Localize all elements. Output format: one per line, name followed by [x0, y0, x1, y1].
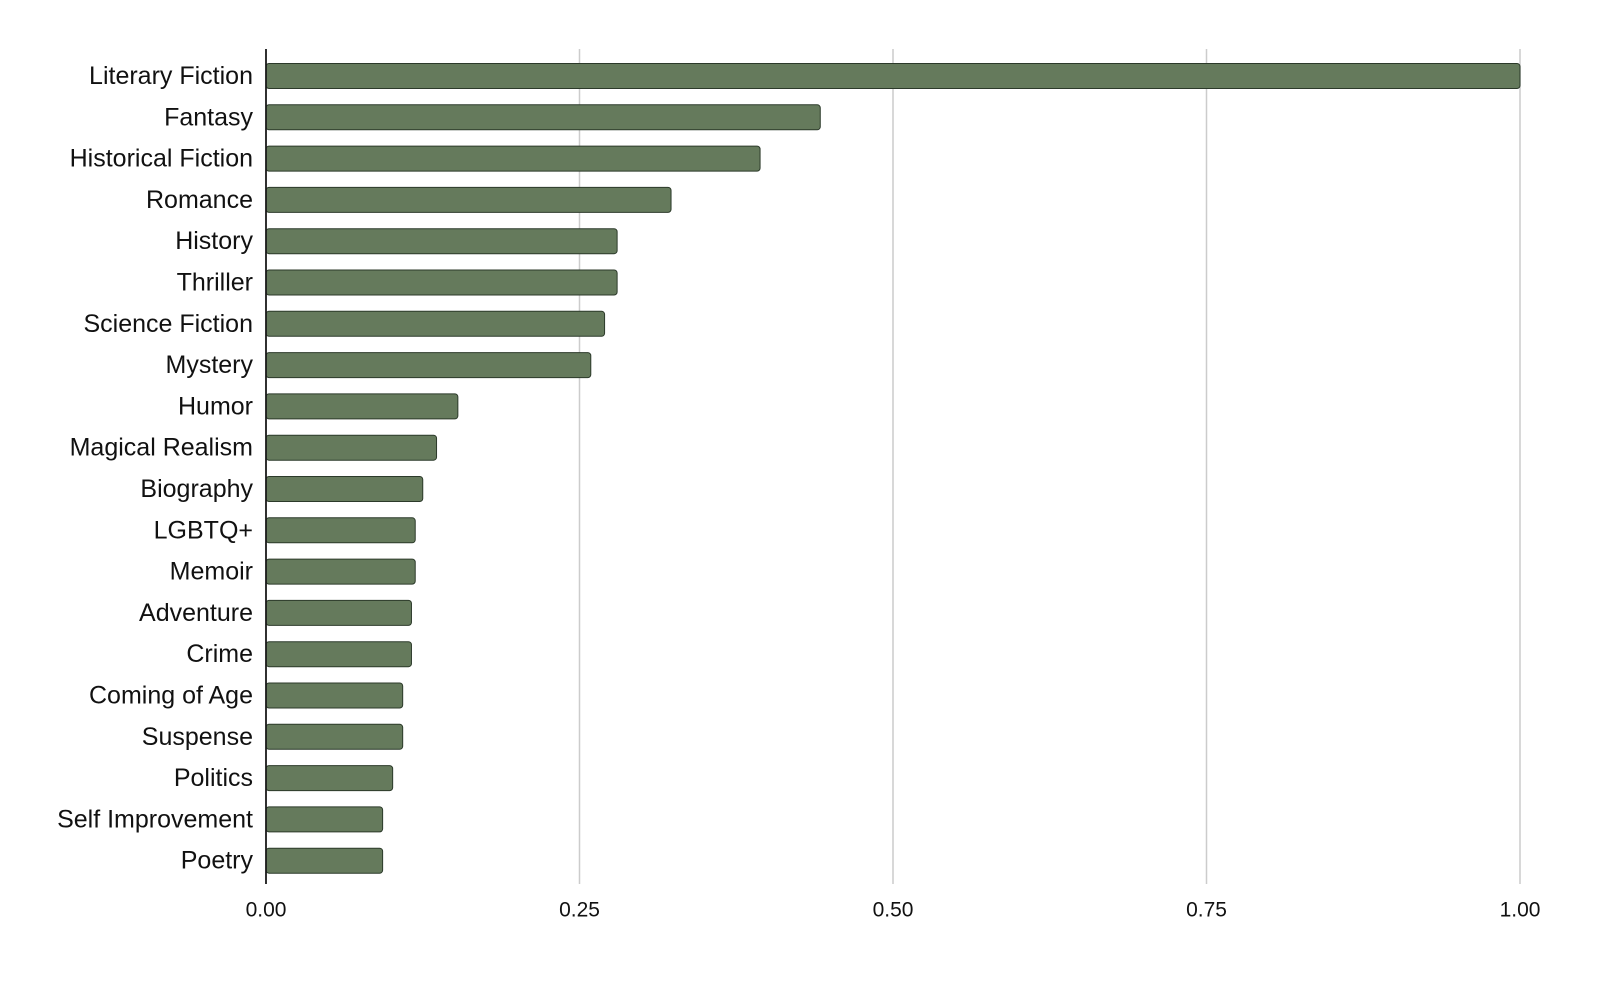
bar-science-fiction [265, 310, 606, 337]
bar-politics [265, 765, 394, 792]
bar-humor [265, 393, 459, 420]
bar-self-improvement [265, 806, 384, 833]
bar-poetry [265, 847, 384, 874]
category-label-historical-fiction: Historical Fiction [70, 145, 253, 173]
category-label-fantasy: Fantasy [164, 103, 253, 131]
category-label-humor: Humor [178, 392, 253, 420]
x-tick-label-0.00: 0.00 [246, 899, 287, 922]
category-label-coming-of-age: Coming of Age [89, 682, 253, 710]
category-labels: Literary Fiction Fantasy Historical Fictio… [57, 62, 253, 875]
category-label-poetry: Poetry [181, 847, 254, 875]
category-label-literary-fiction: Literary Fiction [89, 62, 253, 90]
bar-historical-fiction [265, 145, 761, 172]
bar-lgbtq [265, 517, 416, 544]
bar-thriller [265, 269, 618, 296]
bar-mystery [265, 352, 592, 379]
category-label-biography: Biography [140, 475, 253, 503]
bar-history [265, 228, 618, 255]
category-label-magical-realism: Magical Realism [70, 434, 253, 462]
bar-crime [265, 641, 412, 668]
category-label-adventure: Adventure [139, 599, 253, 627]
category-label-suspense: Suspense [142, 723, 253, 751]
category-label-lgbtq: LGBTQ+ [154, 516, 253, 544]
x-tick-label-0.50: 0.50 [873, 899, 914, 922]
x-tick-label-0.75: 0.75 [1186, 899, 1227, 922]
bar-biography [265, 476, 424, 502]
category-label-history: History [175, 227, 253, 255]
bar-memoir [265, 558, 416, 585]
bar-literary-fiction [265, 63, 1521, 89]
bar-adventure [265, 599, 412, 626]
category-label-romance: Romance [146, 186, 253, 214]
category-label-thriller: Thriller [177, 269, 253, 297]
category-label-self-improvement: Self Improvement [57, 805, 253, 833]
category-label-science-fiction: Science Fiction [83, 310, 253, 338]
x-tick-label-0.25: 0.25 [559, 899, 600, 922]
gridlines [578, 49, 1521, 884]
bars [265, 63, 1521, 874]
bar-suspense [265, 723, 404, 750]
x-tick-label-1.00: 1.00 [1500, 899, 1541, 922]
bar-magical-realism [265, 434, 438, 461]
bar-coming-of-age [265, 682, 404, 709]
bar-fantasy [265, 104, 821, 131]
bar-romance [265, 186, 672, 213]
category-label-memoir: Memoir [170, 558, 253, 586]
category-label-mystery: Mystery [166, 351, 254, 379]
category-label-crime: Crime [186, 640, 253, 668]
x-tick-labels: 0.00 0.25 0.50 0.75 1.00 [246, 899, 1541, 922]
category-label-politics: Politics [174, 764, 253, 792]
